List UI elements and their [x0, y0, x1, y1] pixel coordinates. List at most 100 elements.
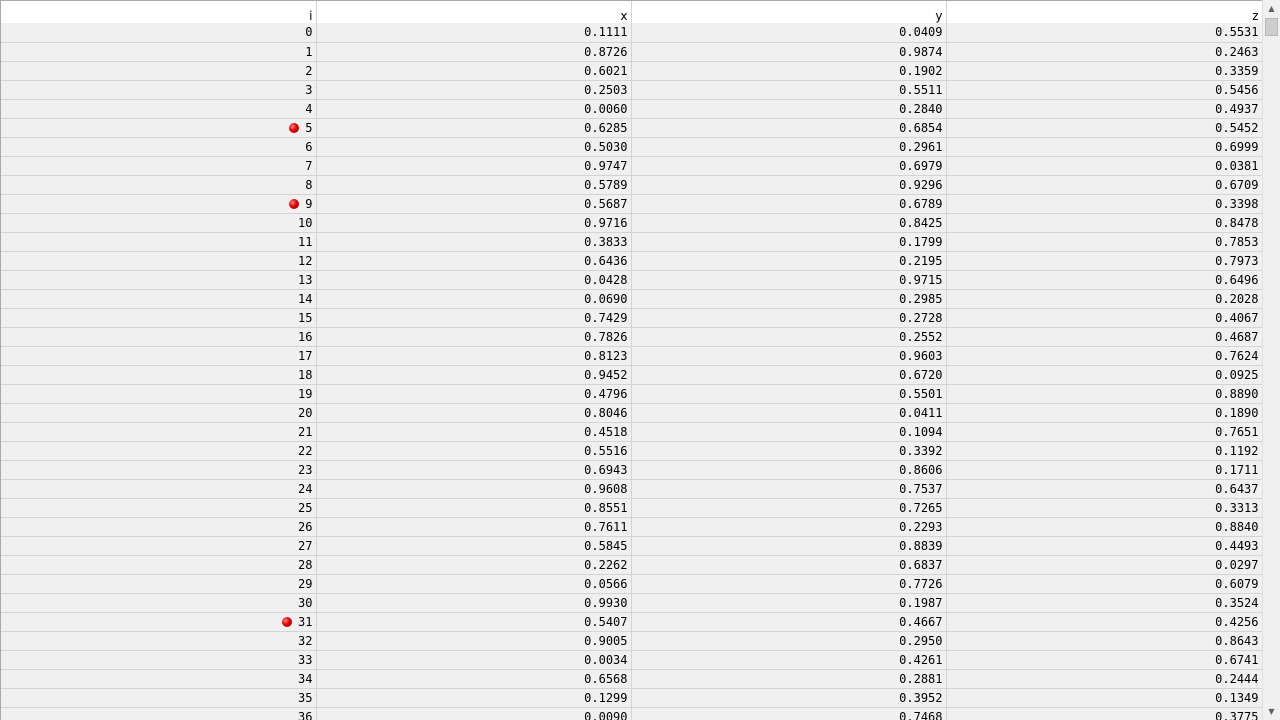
column-header-y[interactable]: y — [631, 1, 947, 23]
cell-z[interactable]: 0.7651 — [946, 422, 1262, 442]
table-row[interactable]: 14 0.0690 0.2985 0.2028 — [1, 289, 1262, 309]
vertical-scrollbar[interactable]: ▲ ▼ — [1262, 0, 1280, 720]
cell-i[interactable]: 18 — [1, 365, 317, 385]
scroll-up-arrow-icon[interactable]: ▲ — [1268, 4, 1275, 13]
cell-i[interactable]: 32 — [1, 631, 317, 651]
cell-y[interactable]: 0.6837 — [631, 555, 947, 575]
cell-i[interactable]: 12 — [1, 251, 317, 271]
cell-i[interactable]: 16 — [1, 327, 317, 347]
cell-y[interactable]: 0.5501 — [631, 384, 947, 404]
cell-i[interactable]: 15 — [1, 308, 317, 328]
cell-y[interactable]: 0.0411 — [631, 403, 947, 423]
cell-z[interactable]: 0.5452 — [946, 118, 1262, 138]
cell-i[interactable]: 1 — [1, 42, 317, 62]
table-row[interactable]: 26 0.7611 0.2293 0.8840 — [1, 517, 1262, 537]
cell-x[interactable]: 0.8123 — [316, 346, 632, 366]
cell-z[interactable]: 0.2444 — [946, 669, 1262, 689]
cell-x[interactable]: 0.9005 — [316, 631, 632, 651]
cell-z[interactable]: 0.7624 — [946, 346, 1262, 366]
scroll-down-arrow-icon[interactable]: ▼ — [1268, 707, 1275, 716]
cell-z[interactable]: 0.1890 — [946, 403, 1262, 423]
cell-y[interactable]: 0.9715 — [631, 270, 947, 290]
cell-z[interactable]: 0.6079 — [946, 574, 1262, 594]
cell-z[interactable]: 0.3524 — [946, 593, 1262, 613]
table-row[interactable]: 20 0.8046 0.0411 0.1890 — [1, 403, 1262, 423]
table-row[interactable]: 35 0.1299 0.3952 0.1349 — [1, 688, 1262, 708]
cell-x[interactable]: 0.6436 — [316, 251, 632, 271]
column-header-z[interactable]: z — [946, 1, 1262, 23]
cell-i[interactable]: 6 — [1, 137, 317, 157]
cell-z[interactable]: 0.2028 — [946, 289, 1262, 309]
cell-y[interactable]: 0.7265 — [631, 498, 947, 518]
cell-z[interactable]: 0.7973 — [946, 251, 1262, 271]
table-row[interactable]: 27 0.5845 0.8839 0.4493 — [1, 536, 1262, 556]
cell-y[interactable]: 0.6789 — [631, 194, 947, 214]
cell-i[interactable]: 33 — [1, 650, 317, 670]
cell-y[interactable]: 0.2881 — [631, 669, 947, 689]
cell-y[interactable]: 0.1902 — [631, 61, 947, 81]
cell-y[interactable]: 0.3392 — [631, 441, 947, 461]
cell-i[interactable]: 21 — [1, 422, 317, 442]
cell-y[interactable]: 0.2985 — [631, 289, 947, 309]
table-row[interactable]: 36 0.0090 0.7468 0.3775 — [1, 707, 1262, 720]
cell-y[interactable]: 0.4261 — [631, 650, 947, 670]
cell-x[interactable]: 0.5687 — [316, 194, 632, 214]
table-row[interactable]: 15 0.7429 0.2728 0.4067 — [1, 308, 1262, 328]
cell-y[interactable]: 0.2840 — [631, 99, 947, 119]
cell-i[interactable]: 4 — [1, 99, 317, 119]
cell-z[interactable]: 0.3775 — [946, 707, 1262, 720]
cell-x[interactable]: 0.2503 — [316, 80, 632, 100]
cell-y[interactable]: 0.2195 — [631, 251, 947, 271]
table-row[interactable]: 22 0.5516 0.3392 0.1192 — [1, 441, 1262, 461]
cell-z[interactable]: 0.3313 — [946, 498, 1262, 518]
cell-i[interactable]: 7 — [1, 156, 317, 176]
column-header-x[interactable]: x — [316, 1, 632, 23]
cell-z[interactable]: 0.2463 — [946, 42, 1262, 62]
cell-x[interactable]: 0.5407 — [316, 612, 632, 632]
table-row[interactable]: 19 0.4796 0.5501 0.8890 — [1, 384, 1262, 404]
cell-y[interactable]: 0.0409 — [631, 23, 947, 43]
table-row[interactable]: 21 0.4518 0.1094 0.7651 — [1, 422, 1262, 442]
cell-i[interactable]: 11 — [1, 232, 317, 252]
table-row[interactable]: 9 0.5687 0.6789 0.3398 — [1, 194, 1262, 214]
cell-i[interactable]: 0 — [1, 23, 317, 43]
cell-y[interactable]: 0.9874 — [631, 42, 947, 62]
cell-z[interactable]: 0.7853 — [946, 232, 1262, 252]
table-row[interactable]: 31 0.5407 0.4667 0.4256 — [1, 612, 1262, 632]
cell-z[interactable]: 0.4067 — [946, 308, 1262, 328]
cell-z[interactable]: 0.4256 — [946, 612, 1262, 632]
cell-y[interactable]: 0.1094 — [631, 422, 947, 442]
cell-z[interactable]: 0.4687 — [946, 327, 1262, 347]
table-row[interactable]: 25 0.8551 0.7265 0.3313 — [1, 498, 1262, 518]
cell-x[interactable]: 0.6943 — [316, 460, 632, 480]
cell-y[interactable]: 0.9603 — [631, 346, 947, 366]
cell-x[interactable]: 0.3833 — [316, 232, 632, 252]
cell-i[interactable]: 13 — [1, 270, 317, 290]
cell-y[interactable]: 0.7468 — [631, 707, 947, 720]
cell-x[interactable]: 0.8046 — [316, 403, 632, 423]
cell-y[interactable]: 0.2961 — [631, 137, 947, 157]
cell-x[interactable]: 0.2262 — [316, 555, 632, 575]
table-row[interactable]: 16 0.7826 0.2552 0.4687 — [1, 327, 1262, 347]
table-row[interactable]: 13 0.0428 0.9715 0.6496 — [1, 270, 1262, 290]
cell-x[interactable]: 0.8551 — [316, 498, 632, 518]
cell-i[interactable]: 22 — [1, 441, 317, 461]
table-row[interactable]: 7 0.9747 0.6979 0.0381 — [1, 156, 1262, 176]
table-row[interactable]: 1 0.8726 0.9874 0.2463 — [1, 42, 1262, 62]
cell-y[interactable]: 0.6720 — [631, 365, 947, 385]
table-row[interactable]: 28 0.2262 0.6837 0.0297 — [1, 555, 1262, 575]
cell-i[interactable]: 20 — [1, 403, 317, 423]
cell-y[interactable]: 0.5511 — [631, 80, 947, 100]
cell-z[interactable]: 0.3398 — [946, 194, 1262, 214]
cell-i[interactable]: 34 — [1, 669, 317, 689]
cell-y[interactable]: 0.7726 — [631, 574, 947, 594]
cell-x[interactable]: 0.9930 — [316, 593, 632, 613]
cell-x[interactable]: 0.5789 — [316, 175, 632, 195]
cell-x[interactable]: 0.6568 — [316, 669, 632, 689]
cell-i[interactable]: 19 — [1, 384, 317, 404]
cell-i[interactable]: 31 — [1, 612, 317, 632]
cell-x[interactable]: 0.5516 — [316, 441, 632, 461]
cell-i[interactable]: 23 — [1, 460, 317, 480]
cell-i[interactable]: 2 — [1, 61, 317, 81]
cell-x[interactable]: 0.4518 — [316, 422, 632, 442]
